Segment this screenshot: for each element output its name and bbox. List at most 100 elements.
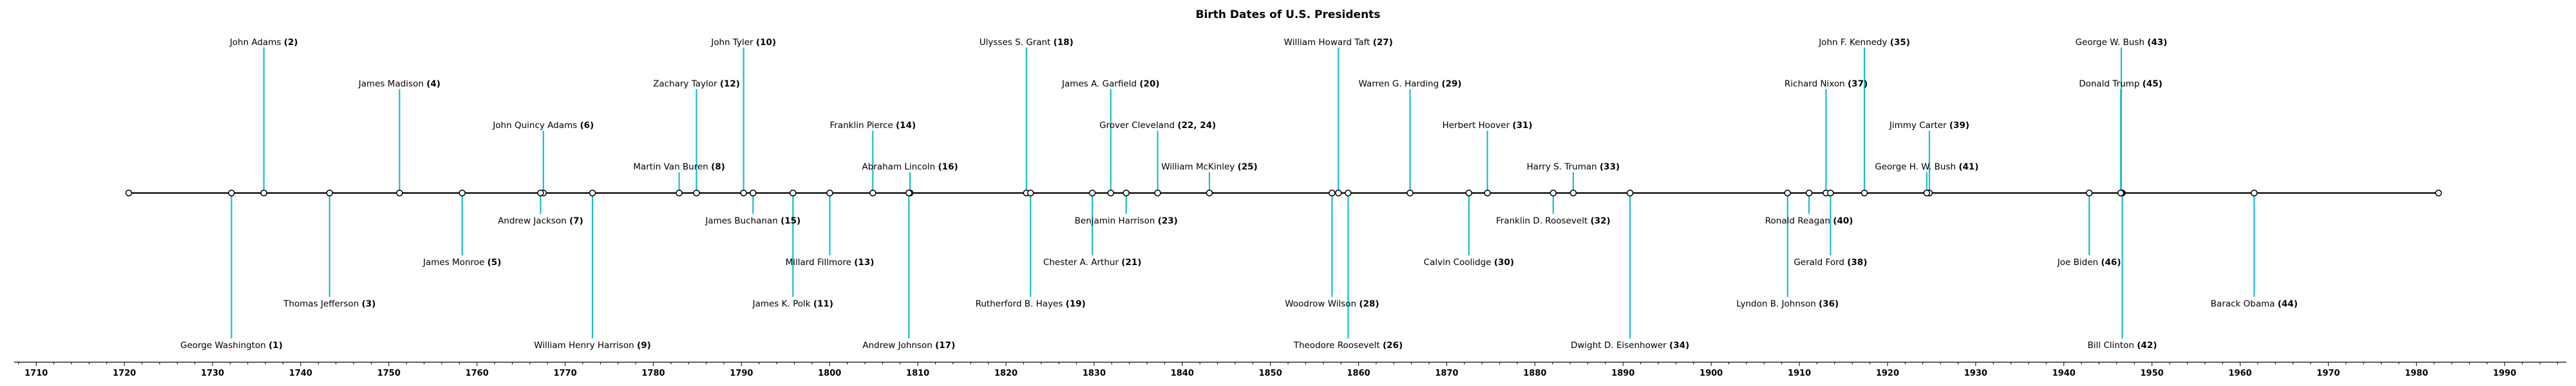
event-label: Benjamin Harrison (23): [1075, 216, 1178, 226]
event-name: James Buchanan: [705, 216, 781, 226]
event-label: Harry S. Truman (33): [1527, 162, 1620, 172]
x-tick-label: 1830: [1083, 369, 1106, 378]
event-number: (21): [1121, 257, 1141, 268]
event-number: (1): [269, 340, 283, 351]
event-name: Dwight D. Eisenhower: [1571, 340, 1669, 351]
event-marker: [1406, 189, 1414, 197]
event-label: Theodore Roosevelt (26): [1293, 340, 1403, 351]
event-number: (43): [2147, 37, 2167, 48]
event-label: Lyndon B. Johnson (36): [1736, 299, 1839, 309]
x-tick-label: 1970: [2316, 369, 2340, 378]
event-marker: [1088, 189, 1096, 197]
event-name: John Quincy Adams: [492, 120, 580, 131]
event-number: (3): [362, 299, 376, 309]
event-number: (39): [1949, 120, 1969, 131]
event-number: (30): [1494, 257, 1514, 268]
event-number: (18): [1054, 37, 1074, 48]
event-label: Dwight D. Eisenhower (34): [1571, 340, 1689, 351]
x-tick-label: 1730: [201, 369, 224, 378]
event-name: George Washington: [180, 340, 269, 351]
x-tick-label: 1820: [994, 369, 1018, 378]
event-number: (42): [2137, 340, 2157, 351]
x-tick-label: 1870: [1435, 369, 1458, 378]
event-marker: [1861, 189, 1868, 197]
event-label: George Washington (1): [180, 340, 283, 351]
event-name: Chester A. Arthur: [1043, 257, 1121, 268]
event-number: (15): [781, 216, 800, 226]
event-number: (8): [711, 162, 725, 172]
event-label: Andrew Johnson (17): [862, 340, 955, 351]
event-marker: [1569, 189, 1577, 197]
event-number: (31): [1512, 120, 1532, 131]
timeline-start-marker: [125, 189, 133, 197]
event-name: Grover Cleveland: [1099, 120, 1177, 131]
event-marker: [790, 189, 797, 197]
event-number: (2): [284, 37, 298, 48]
x-tick-label: 1950: [2141, 369, 2164, 378]
event-number: (41): [1958, 162, 1978, 172]
event-number: (34): [1669, 340, 1689, 351]
x-tick-label: 1720: [113, 369, 136, 378]
x-tick-label: 1960: [2228, 369, 2251, 378]
event-marker: [740, 189, 747, 197]
event-name: Benjamin Harrison: [1075, 216, 1158, 226]
event-name: George H. W. Bush: [1875, 162, 1958, 172]
event-label: Chester A. Arthur (21): [1043, 257, 1142, 268]
event-name: James Madison: [358, 79, 426, 89]
event-name: Lyndon B. Johnson: [1736, 299, 1819, 309]
event-marker: [1805, 189, 1813, 197]
event-marker: [1784, 189, 1791, 197]
event-marker: [589, 189, 596, 197]
event-name: Richard Nixon: [1785, 79, 1848, 89]
event-name: William Henry Harrison: [534, 340, 637, 351]
event-name: Andrew Jackson: [498, 216, 569, 226]
event-label: Barack Obama (44): [2211, 299, 2298, 309]
event-label: John Adams (2): [229, 37, 298, 48]
event-label: Grover Cleveland (22, 24): [1099, 120, 1216, 131]
event-name: Franklin Pierce: [829, 120, 896, 131]
event-label: Franklin D. Roosevelt (32): [1496, 216, 1611, 226]
event-label: Woodrow Wilson (28): [1285, 299, 1379, 309]
x-tick-label: 1850: [1259, 369, 1282, 378]
chart-title: Birth Dates of U.S. Presidents: [1196, 8, 1381, 21]
event-marker: [1122, 189, 1130, 197]
event-name: John Tyler: [710, 37, 756, 48]
event-marker: [326, 189, 334, 197]
x-tick-label: 1980: [2405, 369, 2428, 378]
event-name: Woodrow Wilson: [1285, 299, 1359, 309]
event-marker: [1334, 189, 1342, 197]
event-name: Calvin Coolidge: [1424, 257, 1494, 268]
event-marker: [905, 189, 913, 197]
event-number: (9): [637, 340, 651, 351]
event-marker: [1345, 189, 1352, 197]
event-number: (20): [1139, 79, 1159, 89]
event-name: Ulysses S. Grant: [980, 37, 1054, 48]
event-name: Andrew Johnson: [862, 340, 935, 351]
event-name: James Monroe: [422, 257, 488, 268]
event-marker: [2085, 189, 2093, 197]
x-tick-label: 1750: [377, 369, 401, 378]
event-name: Joe Biden: [2057, 257, 2101, 268]
event-number: (12): [720, 79, 740, 89]
event-label: Thomas Jefferson (3): [283, 299, 375, 309]
event-label: Franklin Pierce (14): [829, 120, 916, 131]
event-marker: [1206, 189, 1213, 197]
event-label: Martin Van Buren (8): [633, 162, 725, 172]
event-label: Richard Nixon (37): [1785, 79, 1868, 89]
event-marker: [1827, 189, 1834, 197]
event-marker: [693, 189, 700, 197]
event-label: George H. W. Bush (41): [1875, 162, 1978, 172]
event-name: John F. Kennedy: [1818, 37, 1890, 48]
event-label: Gerald Ford (38): [1794, 257, 1867, 268]
event-number: (40): [1833, 216, 1853, 226]
event-label: Warren G. Harding (29): [1358, 79, 1461, 89]
event-number: (28): [1359, 299, 1379, 309]
event-number: (16): [938, 162, 958, 172]
event-marker: [750, 189, 757, 197]
event-name: Martin Van Buren: [633, 162, 711, 172]
event-number: (19): [1066, 299, 1086, 309]
event-label: Ulysses S. Grant (18): [980, 37, 1074, 48]
event-number: (26): [1383, 340, 1403, 351]
event-marker: [1154, 189, 1161, 197]
